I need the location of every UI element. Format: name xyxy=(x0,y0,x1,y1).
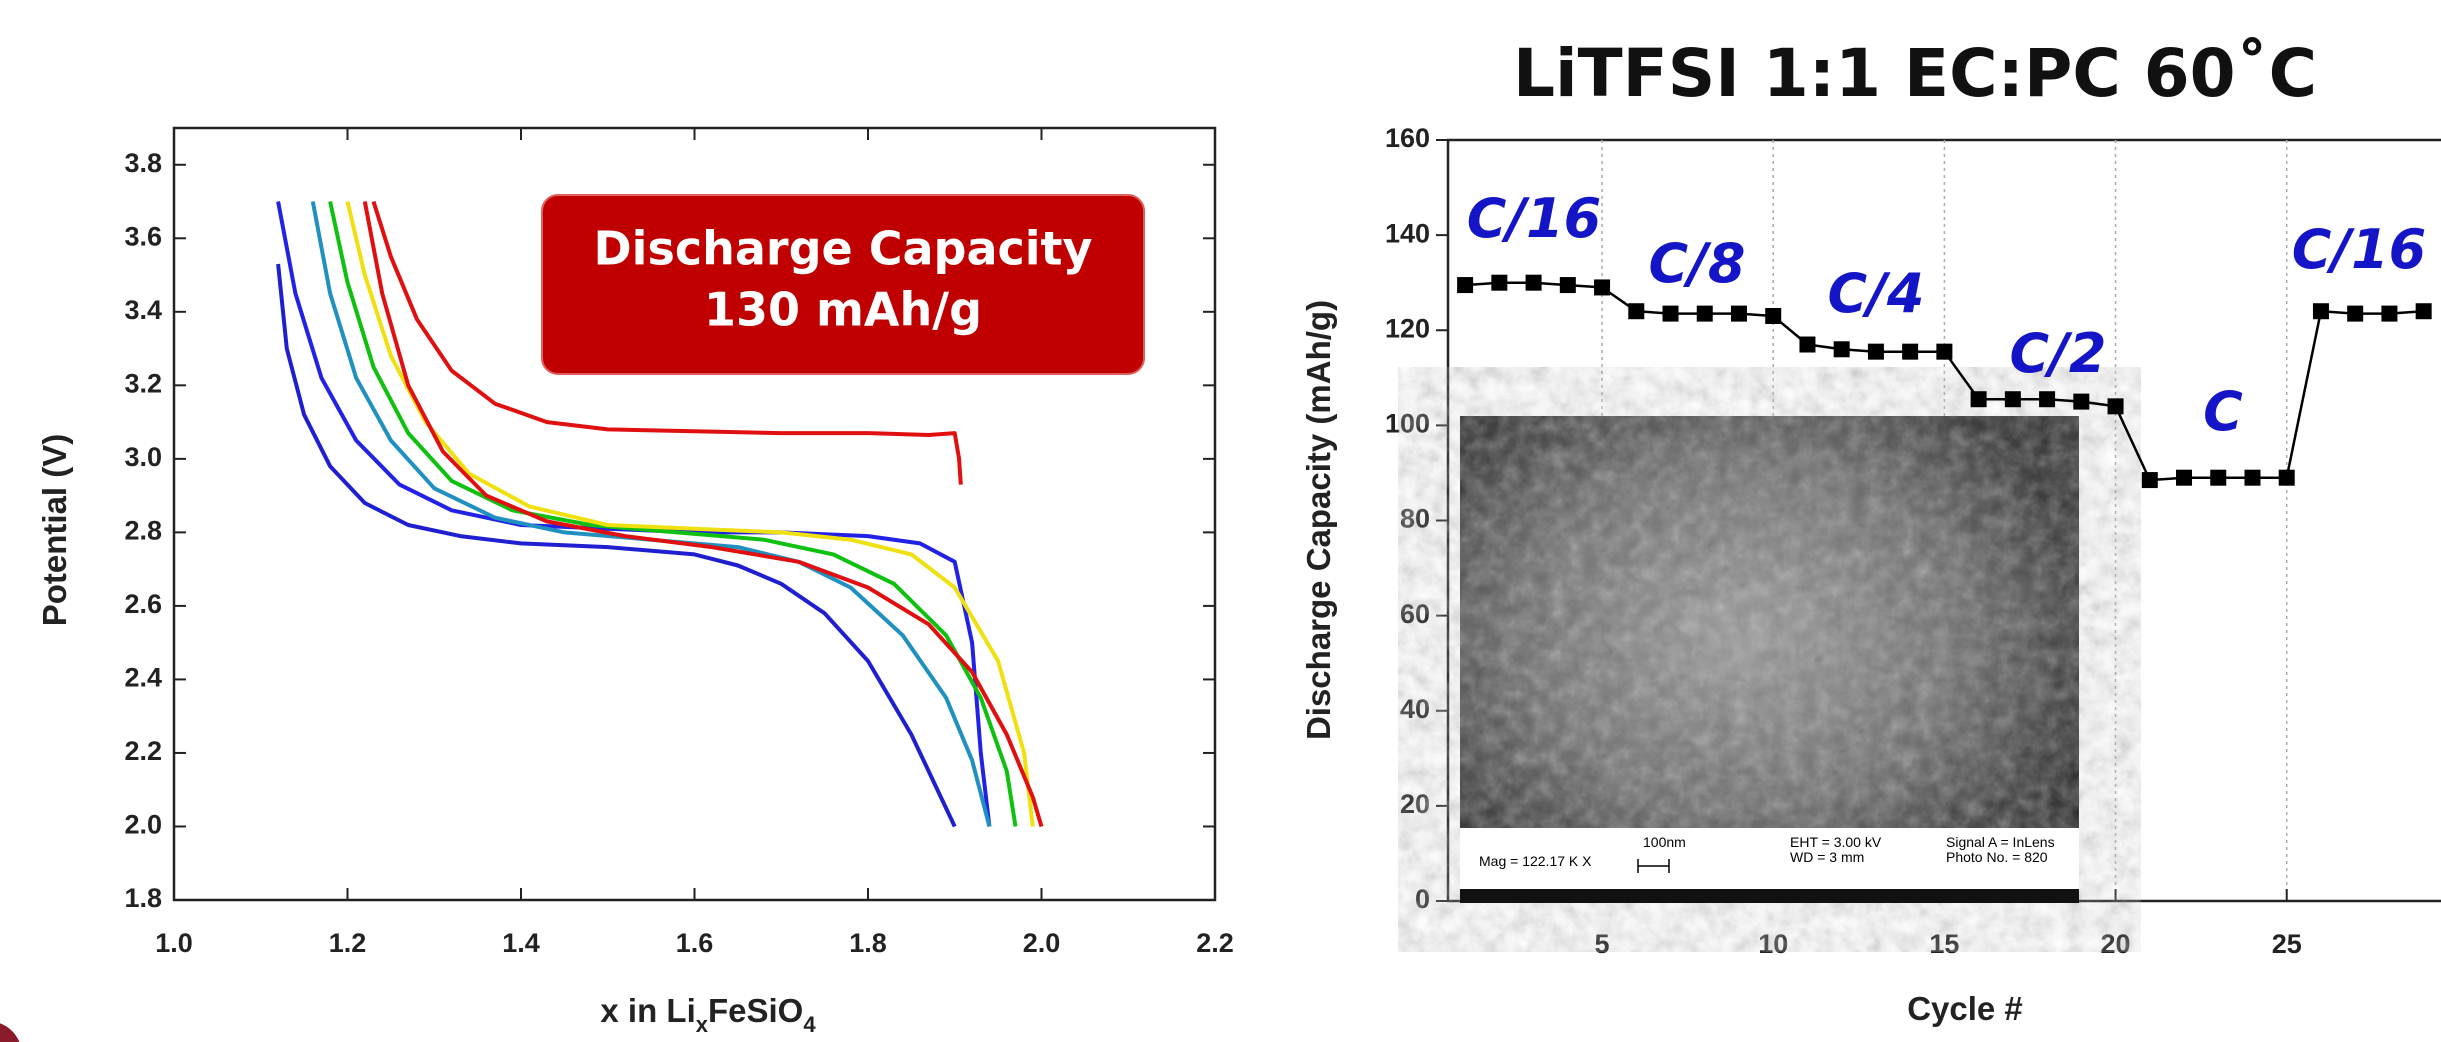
data-point xyxy=(2313,303,2329,319)
inset-label: Signal A = InLens xyxy=(1946,834,2055,850)
data-point xyxy=(2039,391,2055,407)
decoration xyxy=(0,1021,22,1042)
y-tick-label: 100 xyxy=(1385,409,1430,439)
data-point xyxy=(2073,394,2089,410)
y-tick-label: 40 xyxy=(1400,694,1430,724)
left-chart: Discharge Capacity 130 mAh/g x in LixFeS… xyxy=(36,128,1234,1037)
data-point xyxy=(1971,391,1987,407)
y-axis-label: Potential (V) xyxy=(36,434,73,627)
y-tick-label: 140 xyxy=(1385,218,1430,248)
y-tick-label: 3.0 xyxy=(124,442,162,472)
rate-label: C/16 xyxy=(1467,187,1602,250)
data-point xyxy=(2381,306,2397,322)
annotation: 130 mAh/g xyxy=(704,283,982,337)
x-tick-label: 1.8 xyxy=(849,928,887,958)
rate-label: C/2 xyxy=(2010,322,2107,385)
y-tick-label: 1.8 xyxy=(124,883,162,913)
x-tick-label: 25 xyxy=(2272,929,2302,959)
y-tick-label: 2.8 xyxy=(124,516,162,546)
y-tick-label: 3.8 xyxy=(124,148,162,178)
rate-label: C/4 xyxy=(1828,262,1925,325)
data-point xyxy=(1663,306,1679,322)
data-point xyxy=(1594,279,1610,295)
inset-label: WD = 3 mm xyxy=(1790,849,1864,865)
inset-label: 100nm xyxy=(1643,834,1686,850)
x-tick-label: 1.0 xyxy=(155,928,193,958)
data-point xyxy=(2210,470,2226,486)
inset-label: Mag = 122.17 K X xyxy=(1479,853,1592,869)
x-tick-label: 1.6 xyxy=(676,928,714,958)
inset-bottom xyxy=(1460,889,2079,903)
data-point xyxy=(2416,303,2432,319)
x-tick-label: 20 xyxy=(2101,929,2131,959)
data-point xyxy=(1936,344,1952,360)
x-tick-label: 1.2 xyxy=(329,928,367,958)
data-point xyxy=(2244,470,2260,486)
right-chart: LiTFSI 1:1 EC:PC 60˚C Cycle # Discharge … xyxy=(1300,35,2441,1027)
y-tick-label: 160 xyxy=(1385,123,1430,153)
y-tick-label: 2.0 xyxy=(124,810,162,840)
y-axis-label: Discharge Capacity (mAh/g) xyxy=(1300,300,1337,740)
x-tick-label: 1.4 xyxy=(502,928,540,958)
data-point xyxy=(2347,306,2363,322)
y-tick-label: 0 xyxy=(1415,884,1430,914)
data-point xyxy=(2005,391,2021,407)
data-point xyxy=(1491,275,1507,291)
x-tick-label: 10 xyxy=(1758,929,1788,959)
x-axis-label: x in LixFeSiO4 xyxy=(600,992,816,1037)
x-tick-label: 5 xyxy=(1595,929,1610,959)
y-tick-label: 2.6 xyxy=(124,589,162,619)
rate-label: C/8 xyxy=(1649,232,1746,295)
data-point xyxy=(1834,341,1850,357)
rate-label: C/16 xyxy=(2292,218,2427,281)
data-point xyxy=(2176,470,2192,486)
y-tick-label: 2.2 xyxy=(124,736,162,766)
y-tick-label: 3.4 xyxy=(124,295,162,325)
x-axis-label: Cycle # xyxy=(1907,990,2023,1027)
data-point xyxy=(1765,308,1781,324)
x-tick-label: 2.0 xyxy=(1023,928,1061,958)
rate-label: C xyxy=(2203,380,2243,443)
y-tick-label: 3.6 xyxy=(124,221,162,251)
chart-title: LiTFSI 1:1 EC:PC 60˚C xyxy=(1513,35,2317,112)
y-tick-label: 120 xyxy=(1385,313,1430,343)
data-point xyxy=(1868,344,1884,360)
data-point xyxy=(1526,275,1542,291)
inset-label: Photo No. = 820 xyxy=(1946,849,2048,865)
data-point xyxy=(1628,303,1644,319)
y-tick-label: 60 xyxy=(1400,599,1430,629)
y-tick-label: 20 xyxy=(1400,789,1430,819)
x-tick-label: 2.2 xyxy=(1196,928,1234,958)
y-tick-label: 80 xyxy=(1400,504,1430,534)
data-point xyxy=(2279,470,2295,486)
y-tick-label: 2.4 xyxy=(124,663,162,693)
data-point xyxy=(1697,306,1713,322)
data-point xyxy=(2142,472,2158,488)
inset-label: EHT = 3.00 kV xyxy=(1790,834,1882,850)
data-point xyxy=(1560,277,1576,293)
data-point xyxy=(1902,344,1918,360)
data-point xyxy=(1457,277,1473,293)
slide: Discharge Capacity 130 mAh/g x in LixFeS… xyxy=(0,0,2441,1042)
x-tick-label: 15 xyxy=(1929,929,1959,959)
data-point xyxy=(2108,398,2124,414)
data-point xyxy=(1731,306,1747,322)
annotation: Discharge Capacity xyxy=(594,222,1093,276)
data-point xyxy=(1799,337,1815,353)
y-tick-label: 3.2 xyxy=(124,368,162,398)
